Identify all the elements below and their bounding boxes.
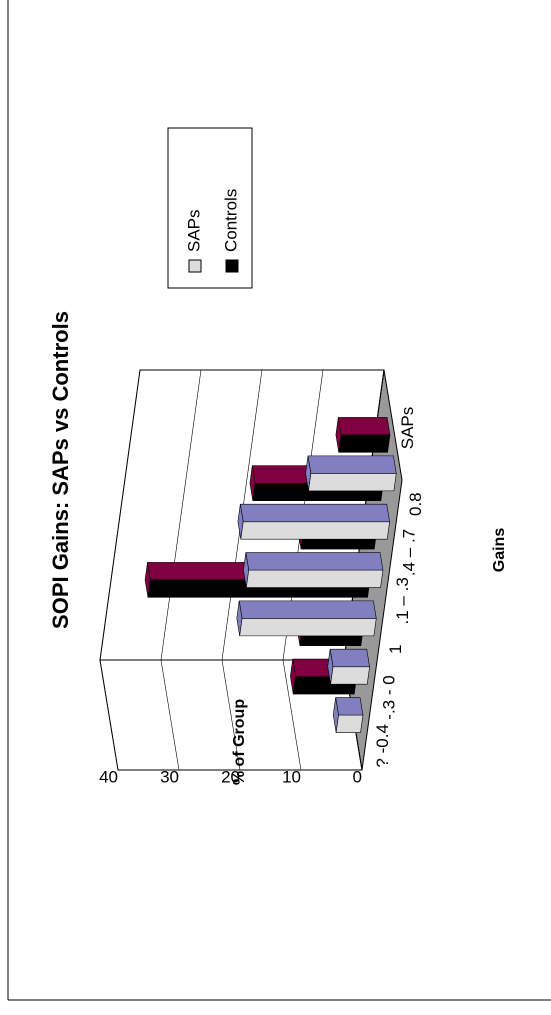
bar [243,552,384,588]
chart: SOPI Gains: SAPs vs Controls % of Group … [48,127,508,786]
bar-side [307,455,397,474]
bar-front [338,434,391,453]
bar-side [245,552,384,571]
x-tick-label: .4 – .7 [399,529,418,576]
legend-label: Controls [221,189,240,252]
bar-front [239,618,377,637]
chart-title: SOPI Gains: SAPs vs Controls [48,311,73,629]
bar-side [239,503,390,523]
y-tick-label: 0 [353,767,362,786]
legend-swatch [225,259,239,273]
bar-front [308,473,397,492]
bar-side [337,417,391,436]
bar [332,697,364,733]
bar-side [329,648,370,668]
grid-line [99,369,141,771]
bar-front [240,521,390,540]
x-tick-label: ? -0.4 [373,724,392,767]
bar-front [330,666,370,685]
y-tick-label: 10 [282,767,301,786]
bar [236,600,377,637]
y-tick-label: 30 [160,767,179,786]
x-tick-label: -.3 - 0 [379,675,398,719]
bar-side [238,600,377,619]
bar [305,455,397,492]
x-tick-label: 0.8 [406,492,425,516]
y-tick-label: 20 [221,767,240,786]
grid-line [160,369,202,771]
bar-front [335,714,364,733]
bar-side [335,697,364,716]
bar [327,648,370,685]
x-tick-label: .1 – .3 [393,577,412,624]
bar [335,417,391,453]
x-tick-label: 1 [386,644,405,653]
grid-line [221,369,263,771]
legend-swatch [188,259,202,273]
legend-label: SAPs [184,209,203,252]
y-tick-label: 40 [99,767,118,786]
bar [237,503,390,540]
x-axis-title: Gains [491,528,508,573]
y-axis-title: % of Group [231,699,248,785]
depth-label: SAPs [398,407,417,450]
legend-box [167,127,253,289]
bar-front [245,569,384,588]
